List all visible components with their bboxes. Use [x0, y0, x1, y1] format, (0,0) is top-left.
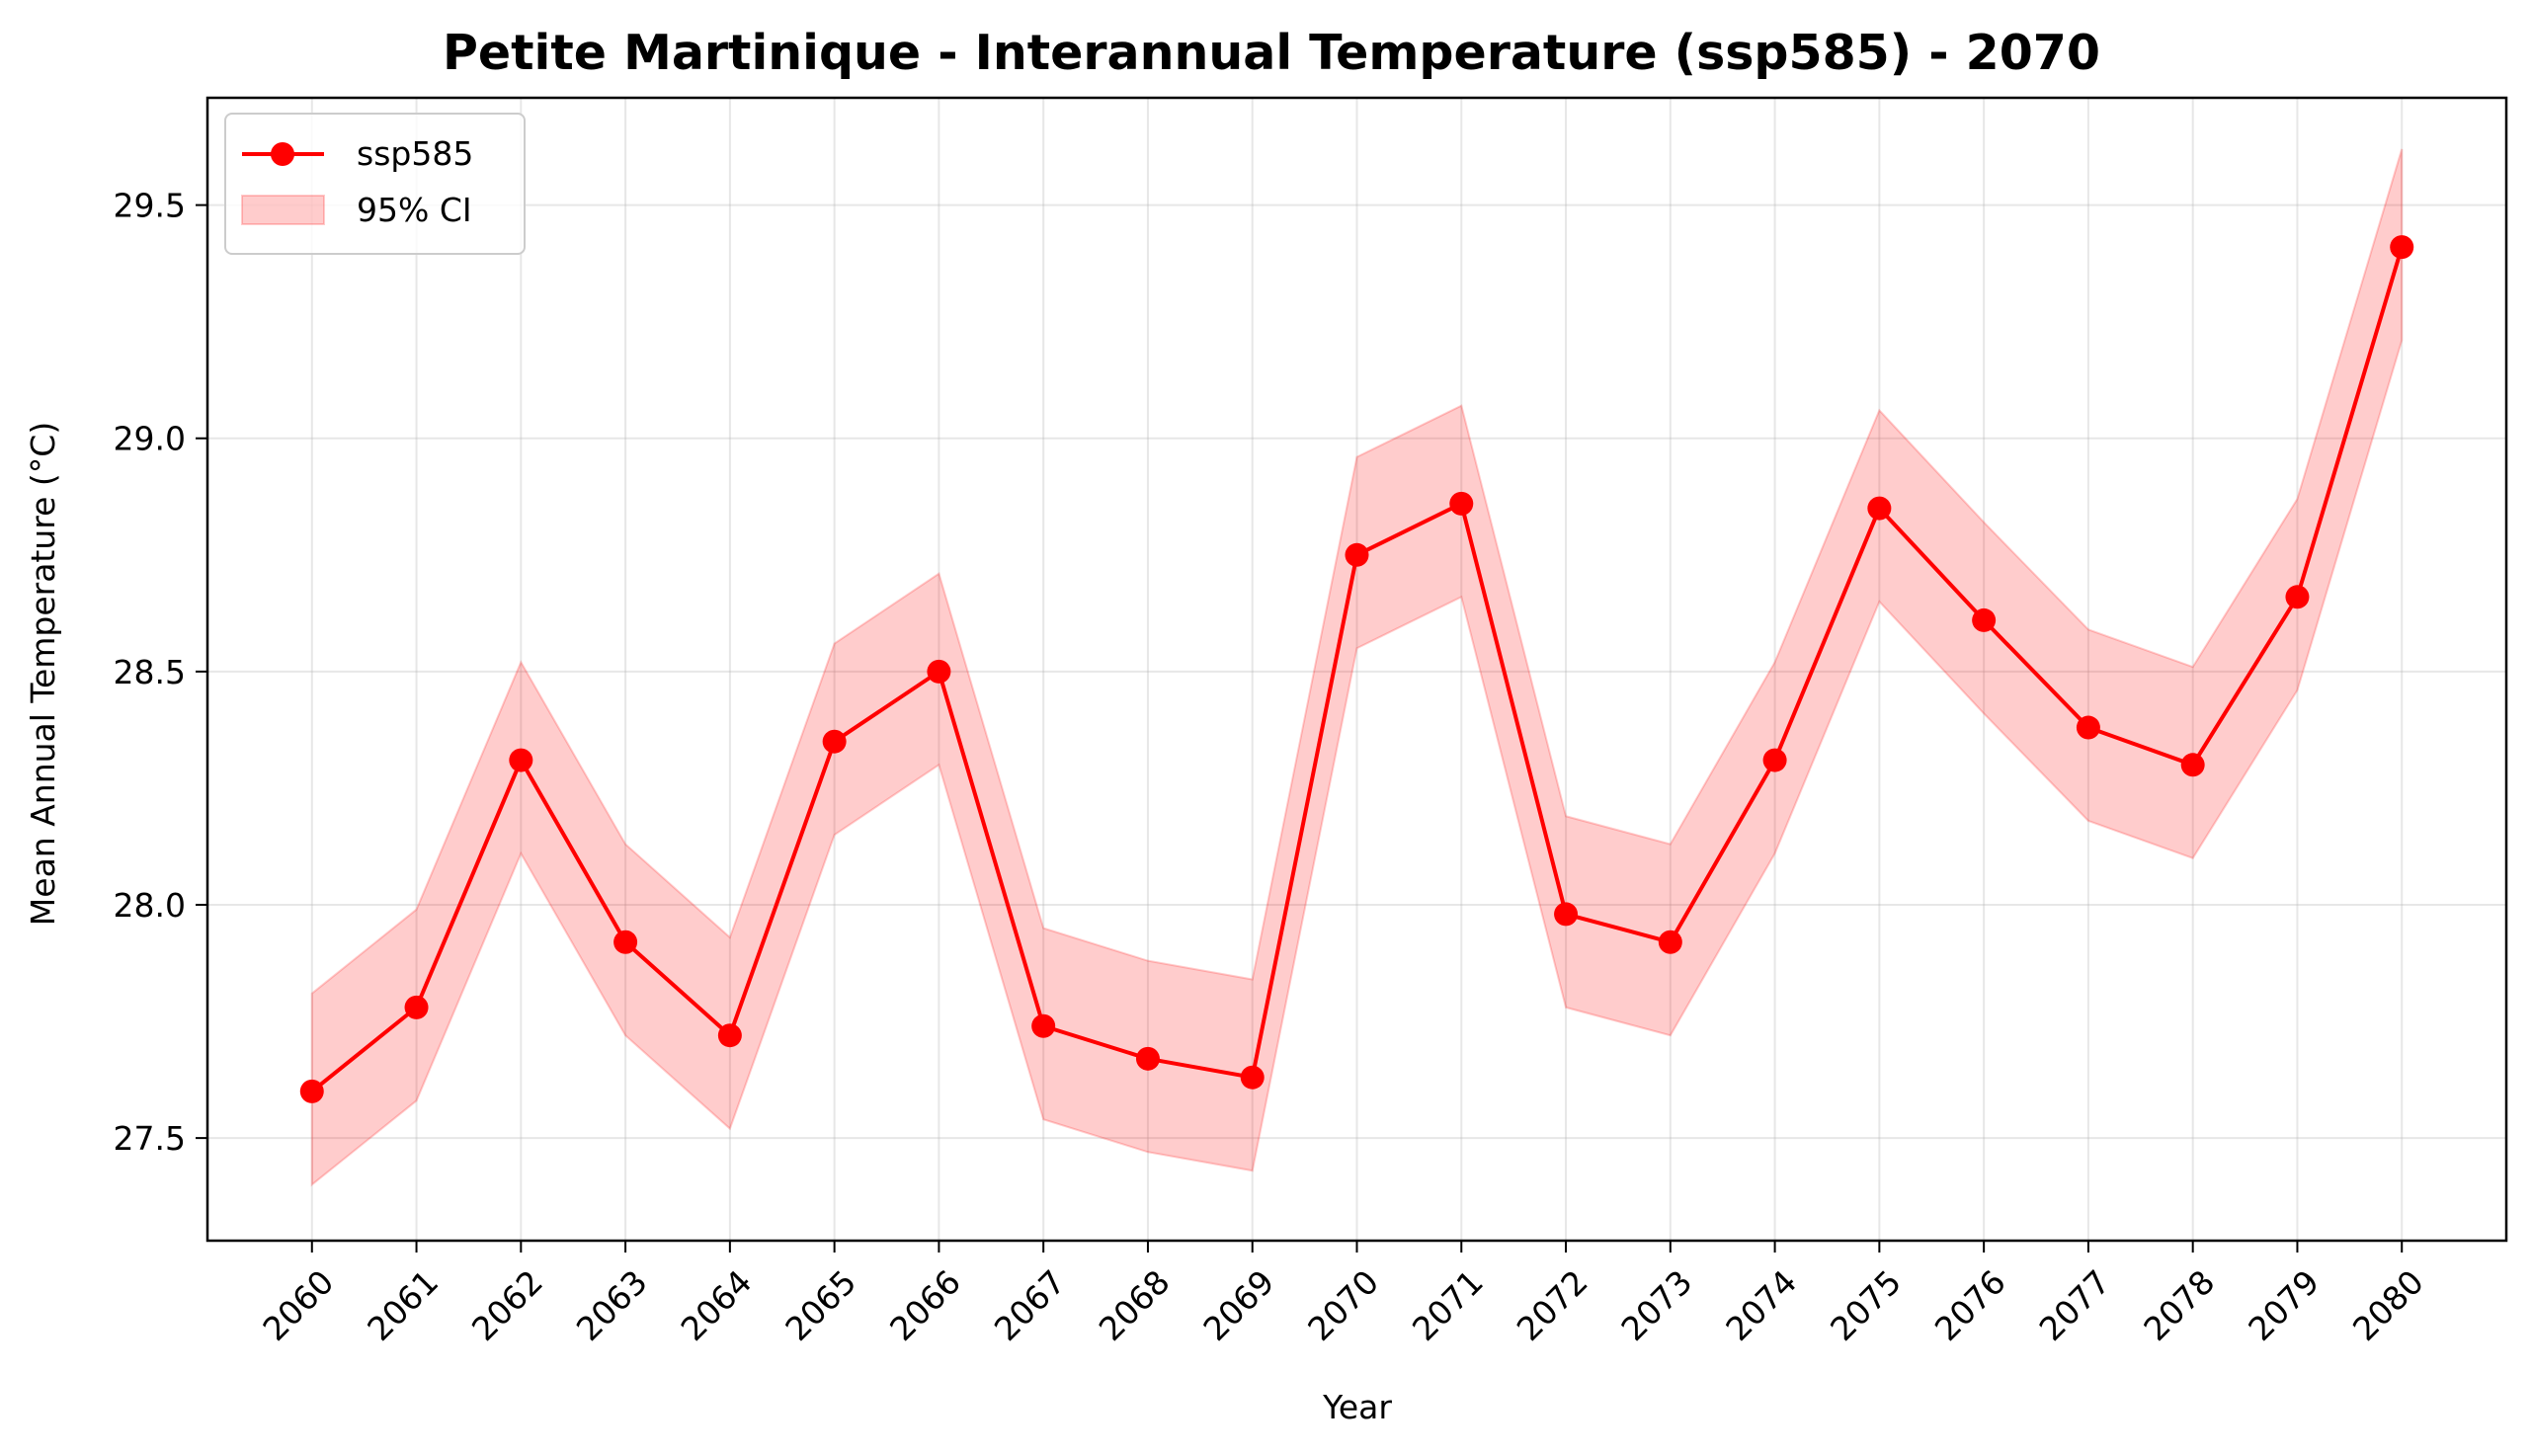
data-point [509, 748, 533, 772]
y-axis-label: Mean Annual Temperature (°C) [24, 422, 62, 926]
y-tick-label: 28.0 [114, 886, 186, 925]
x-tick-label: 2071 [1405, 1262, 1491, 1348]
x-tick-label: 2080 [2345, 1262, 2431, 1348]
x-tick-label: 2074 [1718, 1262, 1804, 1348]
x-tick-label: 2068 [1092, 1262, 1178, 1348]
data-point [1972, 607, 1997, 632]
x-tick-label: 2079 [2241, 1262, 2327, 1348]
chart-title: Petite Martinique - Interannual Temperat… [443, 25, 2100, 81]
legend-label-series: ssp585 [357, 134, 473, 173]
data-point [2180, 753, 2205, 777]
legend-label-ci: 95% CI [357, 191, 472, 229]
x-axis-label: Year [1322, 1388, 1392, 1426]
legend-ci-swatch [241, 195, 325, 225]
x-tick-label: 2062 [464, 1262, 550, 1348]
y-tick-label: 27.5 [114, 1119, 186, 1158]
data-point [1554, 902, 1579, 927]
markers [299, 235, 2414, 1103]
x-tick-label: 2069 [1195, 1262, 1281, 1348]
data-point [1031, 1013, 1056, 1038]
y-tick-label: 29.5 [114, 187, 186, 225]
grid [207, 98, 2506, 1241]
data-point [927, 659, 951, 684]
x-tick-label: 2075 [1823, 1262, 1909, 1348]
data-point [404, 995, 429, 1019]
data-point [299, 1079, 324, 1103]
x-tick-label: 2072 [1510, 1262, 1595, 1348]
legend-box [224, 113, 526, 255]
data-point [1135, 1046, 1160, 1071]
data-point [2390, 235, 2414, 260]
y-tick-label: 28.5 [114, 653, 186, 691]
x-tick-label: 2066 [882, 1262, 968, 1348]
x-tick-label: 2067 [987, 1262, 1073, 1348]
data-point [613, 930, 638, 954]
x-tick-label: 2064 [674, 1262, 760, 1348]
data-point [1867, 496, 1892, 521]
data-point [1345, 542, 1369, 567]
data-point [2076, 715, 2100, 740]
x-tick-label: 2061 [360, 1262, 446, 1348]
x-tick-label: 2060 [255, 1262, 341, 1348]
x-tick-label: 2073 [1614, 1262, 1700, 1348]
x-tick-label: 2077 [2032, 1262, 2118, 1348]
data-point [1449, 491, 1474, 516]
data-point [2285, 585, 2310, 609]
data-point [1658, 930, 1682, 954]
legend-marker-icon [271, 142, 294, 166]
data-point [717, 1023, 742, 1048]
data-point [1240, 1065, 1265, 1090]
x-tick-label: 2065 [777, 1262, 863, 1348]
legend: ssp585 95% CI [224, 113, 526, 255]
y-axis: 27.5 28.0 28.5 29.0 29.5 [114, 187, 207, 1158]
x-tick-label: 2070 [1300, 1262, 1386, 1348]
data-point [1762, 748, 1787, 772]
x-axis: 2060 2061 2062 2063 2064 2065 2066 2067 2068 2069… [255, 1241, 2431, 1348]
x-tick-label: 2063 [569, 1262, 655, 1348]
data-point [822, 729, 847, 754]
y-tick-label: 29.0 [114, 420, 186, 458]
ci-band [310, 148, 2404, 1187]
x-tick-label: 2078 [2136, 1262, 2222, 1348]
x-tick-label: 2076 [1927, 1262, 2013, 1348]
